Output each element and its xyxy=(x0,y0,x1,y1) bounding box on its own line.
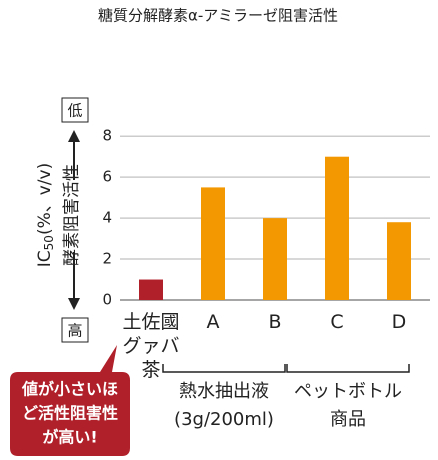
y-tick-label: 0 xyxy=(102,291,112,309)
high-label: 高 xyxy=(67,322,82,340)
y-tick-label: 6 xyxy=(102,168,112,186)
low-label: 低 xyxy=(67,102,82,120)
arrow-head xyxy=(68,298,80,310)
callout-text: が高い! xyxy=(42,428,97,447)
x-tick-label: A xyxy=(206,311,220,333)
x-tick-label: 土佐國グァバ茶 xyxy=(122,311,180,381)
arrow-head xyxy=(68,130,80,142)
group-label: (3g/200ml) xyxy=(174,409,274,430)
bar xyxy=(201,187,225,300)
x-tick-label: D xyxy=(391,311,407,333)
bar xyxy=(139,279,163,300)
callout-text: ど活性阻害性 xyxy=(22,404,118,423)
y-axis-label: IC50(%、v/v) xyxy=(35,163,56,267)
group-label: 熱水抽出液 xyxy=(179,381,269,402)
bar xyxy=(263,218,287,300)
group-bracket xyxy=(286,364,410,373)
callout-box xyxy=(10,345,130,456)
bar xyxy=(387,222,411,300)
group-bracket xyxy=(162,364,286,373)
y-label-main: IC xyxy=(35,250,55,267)
y-tick-label: 4 xyxy=(102,209,112,227)
y-axis-label2: 酵素阻害活性 xyxy=(62,164,82,266)
chart-title: 糖質分解酵素α-アミラーゼ阻害活性 xyxy=(98,7,338,25)
group-label: 商品 xyxy=(330,409,366,430)
x-tick-label: C xyxy=(330,311,344,333)
bar xyxy=(325,156,349,300)
x-tick-label: B xyxy=(268,311,282,333)
low-box xyxy=(61,97,89,123)
high-box xyxy=(61,317,89,343)
y-label-rest: (%、v/v) xyxy=(35,163,55,235)
group-label: ペットボトル xyxy=(294,381,402,402)
y-tick-label: 8 xyxy=(102,127,112,145)
y-tick-label: 2 xyxy=(102,250,112,268)
y-label-sub: 50 xyxy=(42,235,56,250)
callout-text: 値が小さいほ xyxy=(21,380,118,399)
